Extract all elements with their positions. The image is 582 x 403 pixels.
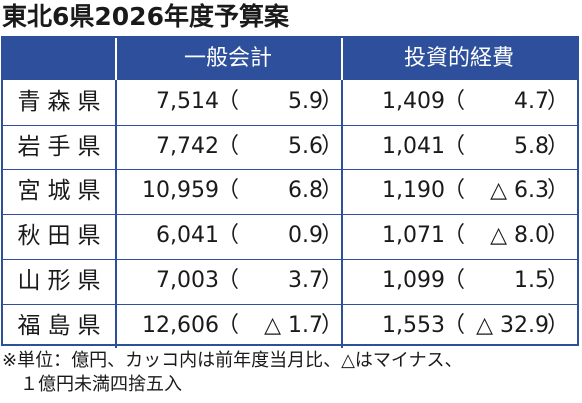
- paren-close: ）: [321, 267, 344, 293]
- change: 5.8: [514, 133, 549, 159]
- paren-close: ）: [321, 223, 344, 249]
- paren-close: ）: [321, 89, 344, 114]
- paren-close: ）: [547, 89, 570, 114]
- paren-open: （: [217, 133, 240, 159]
- row-border: [3, 214, 577, 216]
- amount: 7,742: [156, 133, 219, 159]
- header-divider: [341, 38, 343, 80]
- paren-open: （: [217, 312, 240, 338]
- paren-open: （: [217, 178, 240, 204]
- paren-close: ）: [321, 133, 344, 159]
- paren-close: ）: [547, 312, 570, 338]
- prefecture: 青森県: [17, 89, 108, 115]
- amount: 1,071: [382, 223, 445, 249]
- amount: 1,190: [382, 178, 445, 204]
- prefecture: 山形県: [17, 267, 108, 294]
- column-divider: [341, 80, 343, 348]
- amount: 1,553: [382, 312, 445, 338]
- header-divider: [115, 38, 117, 80]
- change: 4.7: [514, 89, 549, 114]
- amount: 6,041: [156, 223, 219, 249]
- amount: 1,041: [382, 133, 445, 159]
- header-row: [3, 38, 577, 80]
- note: ※単位：億円、カッコ内は前年度当月比、△はマイナス、: [2, 350, 463, 371]
- paren-close: ）: [547, 223, 570, 249]
- change: 5.9: [288, 89, 323, 114]
- change: 0.9: [288, 223, 323, 249]
- paren-open: （: [443, 223, 466, 249]
- paren-open: （: [217, 223, 240, 249]
- amount: 1,409: [382, 89, 445, 114]
- amount: 1,099: [382, 267, 445, 293]
- column-divider: [115, 80, 117, 348]
- note: １億円未満四捨五入: [20, 374, 182, 395]
- paren-close: ）: [547, 133, 570, 159]
- prefecture: 岩手県: [17, 133, 108, 160]
- change: 1.5: [514, 267, 549, 293]
- row-border: [3, 303, 577, 305]
- change: 5.6: [288, 133, 323, 159]
- header-cell: 一般会計: [183, 46, 272, 71]
- paren-close: ）: [547, 178, 570, 204]
- paren-open: （: [443, 312, 466, 338]
- change: △ 1.7: [264, 312, 323, 338]
- paren-open: （: [443, 89, 466, 114]
- header-cell: 投資的経費: [403, 46, 514, 71]
- change: 3.7: [288, 267, 323, 293]
- paren-open: （: [443, 178, 466, 204]
- change: 6.8: [288, 178, 323, 204]
- paren-open: （: [217, 89, 240, 114]
- paren-open: （: [443, 133, 466, 159]
- change: △ 32.9: [476, 312, 549, 338]
- row-border: [3, 169, 577, 171]
- paren-close: ）: [547, 267, 570, 293]
- prefecture: 福島県: [17, 312, 108, 339]
- change: △ 8.0: [490, 223, 549, 249]
- prefecture: 宮城県: [17, 178, 108, 205]
- row-border: [3, 124, 577, 126]
- change: △ 6.3: [490, 178, 549, 204]
- paren-close: ）: [321, 178, 344, 204]
- amount: 7,003: [156, 267, 219, 293]
- paren-close: ）: [321, 312, 344, 338]
- paren-open: （: [217, 267, 240, 293]
- paren-open: （: [443, 267, 466, 293]
- title: 東北6県2026年度予算案: [2, 2, 289, 31]
- prefecture: 秋田県: [17, 223, 108, 250]
- amount: 10,959: [142, 178, 219, 204]
- amount: 7,514: [156, 89, 219, 114]
- amount: 12,606: [142, 312, 219, 338]
- row-border: [3, 258, 577, 260]
- table: 一般会計 投資的経費 青森県 7,514 （5.9） 1,409 （4.7）岩手県 7,742…: [1, 36, 579, 348]
